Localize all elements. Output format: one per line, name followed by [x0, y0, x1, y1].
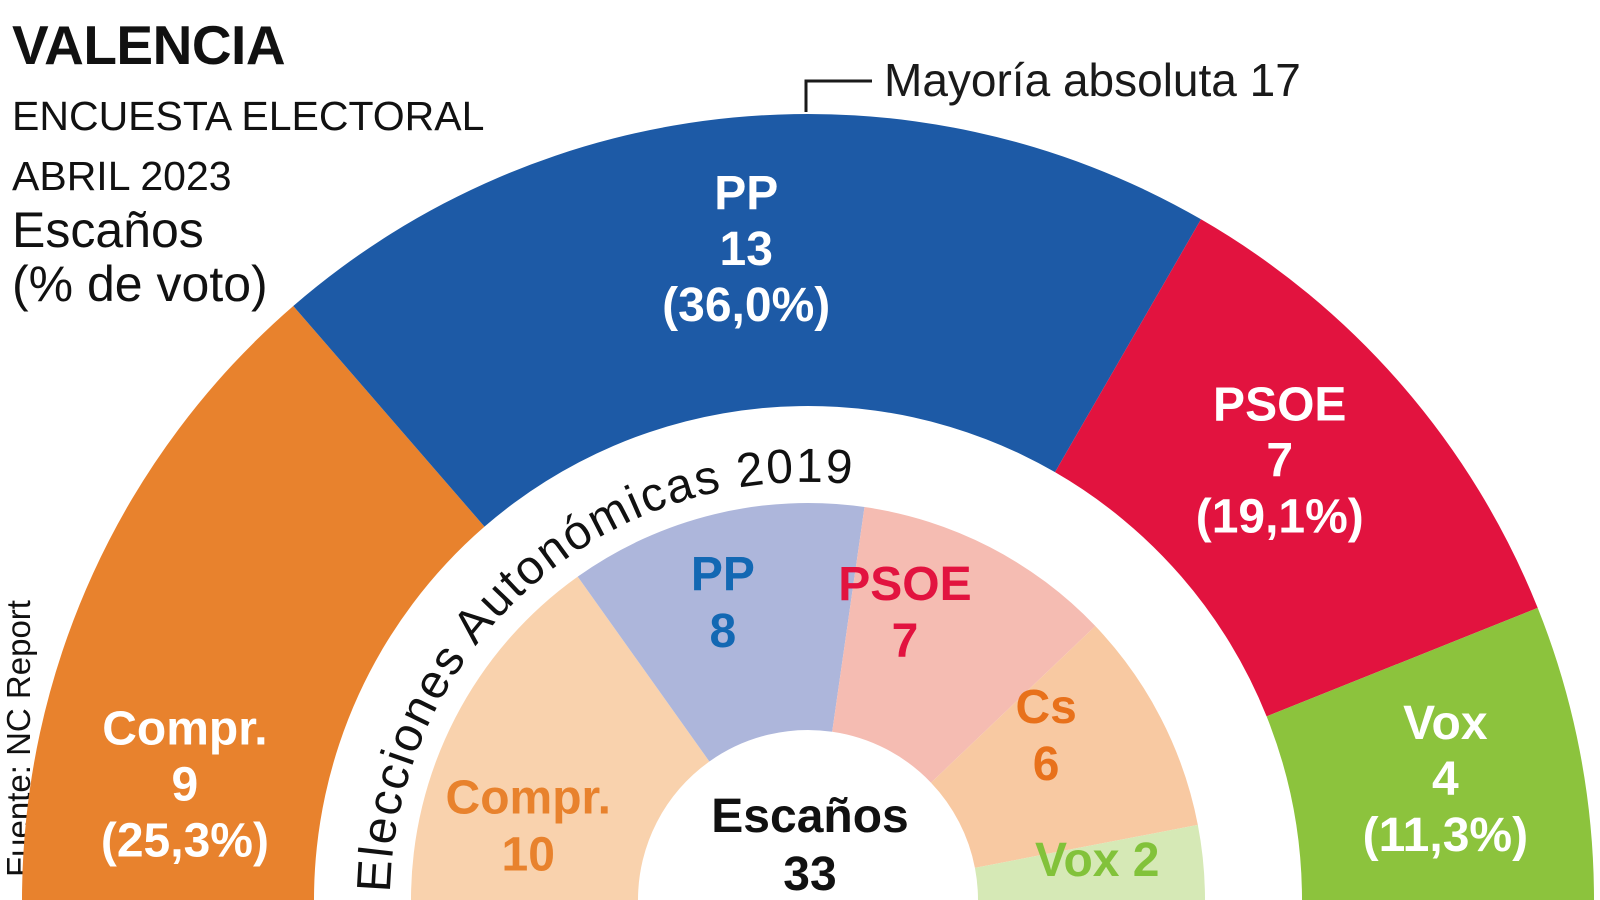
inner-label-compr-party: Compr.	[446, 772, 611, 825]
outer-label-psoe-seats: 7	[1266, 435, 1293, 488]
outer-label-pp-seats: 13	[720, 223, 773, 276]
outer-label-psoe-pct: (19,1%)	[1196, 491, 1364, 544]
inner-label-cs-party: Cs	[1015, 681, 1076, 734]
outer-label-pp-party: PP	[714, 167, 778, 220]
center-label-line2: 33	[783, 848, 836, 900]
inner-label-pp-party: PP	[691, 548, 755, 601]
outer-segment-pp	[293, 113, 1201, 527]
outer-segment-compr	[22, 305, 485, 900]
inner-segment-vox	[974, 824, 1205, 900]
inner-label-pp-seats: 8	[710, 605, 737, 658]
chart-labels: Compr.9(25,3%)PP13(36,0%)PSOE7(19,1%)Vox…	[101, 167, 1528, 887]
inner-segment-compr	[411, 576, 710, 900]
units-line-1: Escaños	[12, 202, 204, 258]
outer-label-vox-party: Vox	[1403, 697, 1488, 750]
units-label: Escaños (% de voto)	[12, 203, 268, 311]
outer-segment-psoe	[1055, 219, 1538, 717]
inner-segment-cs	[931, 626, 1198, 868]
outer-label-psoe-party: PSOE	[1213, 379, 1346, 432]
outer-label-pp-pct: (36,0%)	[662, 279, 830, 332]
outer-segment-vox	[1266, 607, 1594, 900]
inner-label-psoe-party: PSOE	[838, 558, 971, 611]
inner-label-psoe-seats: 7	[892, 615, 919, 668]
outer-label-compr-seats: 9	[172, 759, 199, 812]
outer-label-vox-seats: 4	[1432, 753, 1459, 806]
subtitle: ENCUESTA ELECTORAL ABRIL 2023	[12, 86, 484, 206]
header: VALENCIA	[12, 14, 286, 76]
outer-label-compr-pct: (25,3%)	[101, 815, 269, 868]
inner-segment-psoe	[832, 507, 1096, 783]
majority-annotation: Mayoría absoluta 17	[884, 54, 1301, 106]
subtitle-line-1: ENCUESTA ELECTORAL	[12, 93, 485, 139]
subtitle-line-2: ABRIL 2023	[12, 153, 232, 199]
inner-label-vox: Vox 2	[1035, 834, 1160, 887]
center-label-line1: Escaños	[711, 790, 908, 843]
majority-leader-line	[804, 79, 872, 112]
outer-label-compr-party: Compr.	[102, 703, 267, 756]
outer-label-vox-pct: (11,3%)	[1363, 809, 1528, 862]
units-line-2: (% de voto)	[12, 256, 268, 312]
inner-segment-pp	[577, 502, 865, 762]
inner-label-compr-seats: 10	[502, 829, 555, 882]
chart-segments	[22, 113, 1594, 900]
inner-label-cs-seats: 6	[1033, 738, 1060, 791]
page-title: VALENCIA	[12, 14, 286, 76]
